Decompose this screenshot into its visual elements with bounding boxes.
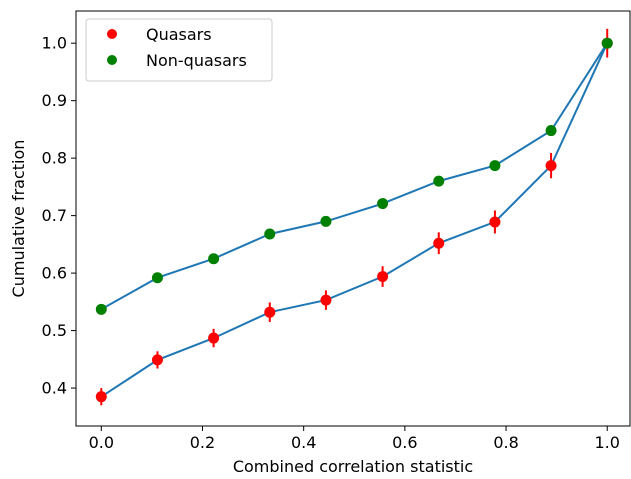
y-tick-label: 0.4 [42, 379, 67, 398]
data-point-quasars [320, 294, 332, 306]
x-tick-label: 0.0 [89, 433, 114, 452]
data-point-non-quasars [208, 253, 220, 265]
data-point-non-quasars [151, 272, 163, 284]
series-line-quasars [100, 42, 609, 398]
y-tick-label: 0.8 [42, 149, 67, 168]
y-axis-label: Cumulative fraction [9, 140, 28, 298]
legend-marker-quasars [107, 29, 117, 39]
y-tick-label: 0.9 [42, 91, 67, 110]
x-tick-label: 0.8 [493, 433, 518, 452]
x-tick-label: 0.6 [392, 433, 417, 452]
y-tick-label: 0.5 [42, 321, 67, 340]
data-point-quasars [95, 391, 107, 403]
legend-label-quasars: Quasars [146, 25, 212, 44]
data-point-quasars [489, 216, 501, 228]
data-point-quasars [151, 354, 163, 366]
data-point-non-quasars [545, 125, 557, 137]
axes: 0.0 0.2 0.4 0.6 0.8 1.0 0.4 0.5 0.6 0.7 0.8 0.9 1.0 [42, 10, 631, 452]
data-point-quasars [208, 332, 220, 344]
y-tick-label: 0.7 [42, 206, 67, 225]
legend-box [85, 18, 273, 82]
series-line-non-quasars [100, 42, 609, 311]
x-tick-label: 0.2 [190, 433, 215, 452]
plot-area [95, 28, 613, 406]
legend-marker-non-quasars [107, 55, 117, 65]
data-point-quasars [264, 306, 276, 318]
data-point-quasars [433, 237, 445, 249]
axes-frame [75, 10, 631, 427]
y-tick-label: 1.0 [42, 34, 67, 53]
x-tick-label: 1.0 [595, 433, 620, 452]
legend: Quasars Non-quasars [85, 18, 273, 82]
data-point-quasars [545, 160, 557, 172]
x-axis-label: Combined correlation statistic [233, 457, 473, 476]
data-point-non-quasars [377, 198, 389, 210]
data-point-quasars [377, 271, 389, 283]
data-point-non-quasars [95, 303, 107, 315]
y-tick-label: 0.6 [42, 264, 67, 283]
data-point-non-quasars [433, 175, 445, 187]
data-point-non-quasars [601, 37, 613, 49]
data-point-non-quasars [320, 215, 332, 227]
x-tick-label: 0.4 [291, 433, 316, 452]
legend-label-non-quasars: Non-quasars [146, 51, 247, 70]
data-point-non-quasars [489, 160, 501, 172]
data-point-non-quasars [264, 228, 276, 240]
